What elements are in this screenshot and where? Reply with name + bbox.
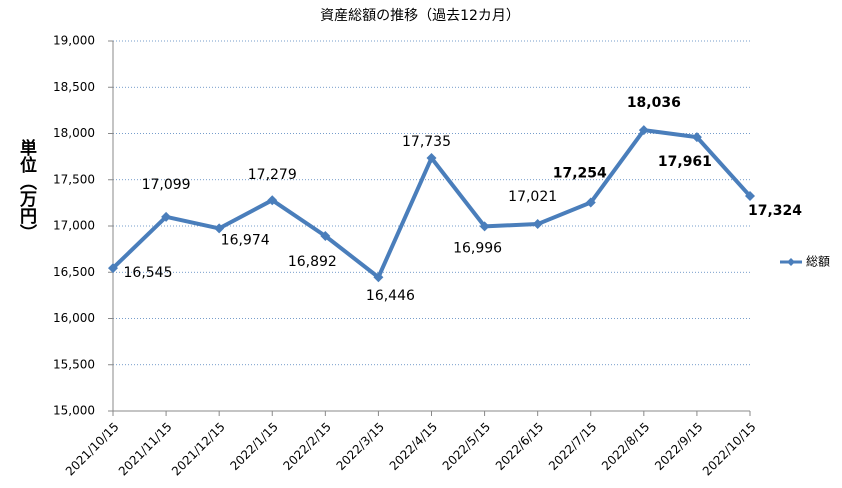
y-tick-label: 16,000 [53, 311, 95, 325]
x-tick-label: 2021/10/15 [63, 420, 122, 479]
value-label: 17,021 [508, 189, 557, 205]
value-label: 16,974 [221, 232, 270, 248]
x-tick-label: 2022/3/15 [334, 420, 387, 473]
x-tick-label: 2022/1/15 [227, 420, 280, 473]
y-tick-label: 15,500 [53, 357, 95, 371]
value-label: 18,036 [627, 95, 681, 111]
y-tick-label: 18,000 [53, 126, 95, 140]
y-tick-label: 17,000 [53, 219, 95, 233]
x-tick-label: 2022/10/15 [700, 420, 759, 479]
y-axis-title: 単位（万円） [16, 138, 38, 241]
x-tick-label: 2022/8/15 [599, 420, 652, 473]
value-label: 17,324 [748, 203, 802, 219]
marker [426, 153, 437, 164]
y-tick-label: 18,500 [53, 80, 95, 94]
marker [638, 125, 649, 136]
y-tick-label: 19,000 [53, 34, 95, 48]
value-label: 17,735 [402, 134, 451, 150]
value-label: 16,446 [366, 288, 415, 304]
marker [267, 195, 278, 206]
x-tick-label: 2021/11/15 [116, 420, 175, 479]
marker [532, 219, 543, 230]
x-tick-label: 2022/5/15 [440, 420, 493, 473]
value-label: 16,996 [453, 240, 502, 256]
legend-label: 総額 [806, 255, 830, 269]
value-label: 16,892 [288, 254, 337, 270]
marker [691, 132, 702, 143]
y-tick-label: 16,500 [53, 265, 95, 279]
x-tick-label: 2021/12/15 [169, 420, 228, 479]
marker [320, 230, 331, 241]
chart-title: 資産総額の推移（過去12カ月） [320, 8, 520, 24]
x-tick-label: 2022/6/15 [493, 420, 546, 473]
line [111, 128, 752, 280]
marker [161, 211, 172, 222]
value-label: 17,254 [553, 166, 607, 182]
x-tick-label: 2022/4/15 [387, 420, 440, 473]
marker [479, 221, 490, 232]
marker [585, 197, 596, 208]
x-tick-label: 2022/7/15 [546, 420, 599, 473]
y-tick-label: 17,500 [53, 172, 95, 186]
value-label: 17,279 [248, 167, 297, 183]
value-label: 17,099 [142, 177, 191, 193]
marker [214, 223, 225, 234]
marker [108, 263, 118, 274]
legend-marker [787, 258, 795, 266]
x-tick-label: 2022/2/15 [281, 420, 334, 473]
y-tick-label: 15,000 [53, 404, 95, 418]
value-label: 16,545 [124, 265, 173, 281]
marker [745, 191, 755, 202]
x-tick-label: 2022/9/15 [652, 420, 705, 473]
marker [373, 272, 384, 283]
value-label: 17,961 [658, 154, 712, 170]
